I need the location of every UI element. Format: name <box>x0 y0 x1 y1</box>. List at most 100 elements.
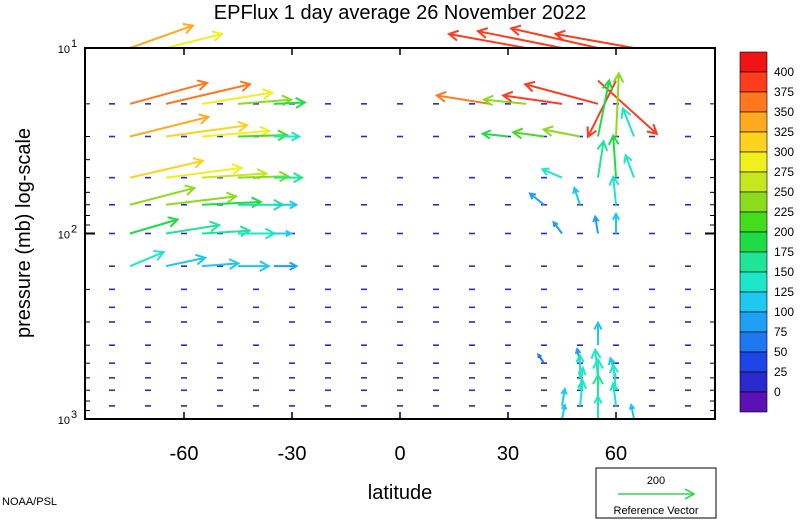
flux-vector <box>165 253 208 268</box>
colorbar-swatch <box>739 331 768 353</box>
flux-vector <box>238 260 271 272</box>
flux-vector <box>165 80 253 105</box>
flux-vector <box>501 90 563 105</box>
flux-vector <box>593 320 603 346</box>
flux-vector <box>434 91 491 105</box>
flux-vector <box>540 167 563 179</box>
reference-box-frame <box>595 467 717 519</box>
flux-vector <box>560 387 568 407</box>
reference-vector-arrow <box>618 488 696 500</box>
flux-vector <box>201 225 252 238</box>
colorbar-swatch <box>739 351 768 373</box>
flux-vector <box>523 80 599 105</box>
flux-vector <box>238 227 277 240</box>
flux-vector <box>575 353 585 378</box>
flux-vector <box>273 97 307 109</box>
flux-vector <box>129 184 197 206</box>
flux-vector <box>576 378 588 407</box>
reference-vector-box: 200 Reference Vector <box>595 467 717 519</box>
chart-title: EPFlux 1 day average 26 November 2022 <box>214 2 586 24</box>
credit-label: NOAA/PSL <box>2 496 57 508</box>
colorbar-swatch <box>739 271 768 293</box>
flux-vector <box>129 113 211 138</box>
colorbar-swatch <box>739 211 768 233</box>
y-tick-exponent: 1 <box>71 38 77 50</box>
colorbar-swatch <box>739 191 768 213</box>
flux-vector <box>165 163 244 179</box>
flux-vector <box>129 79 210 105</box>
colorbar-label: 125 <box>774 285 794 299</box>
flux-vector <box>607 133 620 178</box>
colorbar-label: 75 <box>774 325 788 339</box>
flux-vector <box>475 27 563 49</box>
flux-vector <box>165 120 250 138</box>
x-tick-label: 30 <box>497 443 519 465</box>
flux-vector <box>608 174 620 205</box>
colorbar-swatch <box>739 131 768 153</box>
y-axis-label: pressure (mb) log-scale <box>13 128 35 338</box>
x-tick-label: 0 <box>394 443 405 465</box>
colorbar-swatch <box>739 391 768 413</box>
flux-vector <box>274 172 305 184</box>
flux-vector <box>628 402 636 420</box>
flux-vector <box>509 24 599 49</box>
colorbar-swatch <box>739 291 768 313</box>
reference-value: 200 <box>647 475 665 487</box>
colorbar-label: 50 <box>774 345 788 359</box>
flux-vector <box>611 211 621 234</box>
colorbar-label: 100 <box>774 305 794 319</box>
colorbar-label: 300 <box>774 145 794 159</box>
colorbar-label: 325 <box>774 125 794 139</box>
flux-vector <box>560 402 568 420</box>
y-tick-label: 10 <box>58 230 70 242</box>
colorbar-label: 250 <box>774 185 794 199</box>
y-tick-exponent: 3 <box>71 409 77 421</box>
flux-vector <box>620 106 635 137</box>
colorbar-swatch <box>739 111 768 133</box>
flux-vector <box>528 192 545 206</box>
flux-vector <box>129 216 180 235</box>
x-tick-label: -60 <box>170 443 199 465</box>
colorbar-swatch <box>739 231 768 253</box>
colorbar-swatch <box>739 371 768 393</box>
flux-vector <box>596 139 609 178</box>
flux-vector <box>577 365 587 391</box>
flux-vector <box>553 29 635 49</box>
flux-vector <box>274 229 293 238</box>
colorbar-label: 175 <box>774 245 794 259</box>
flux-vector <box>274 200 299 210</box>
flux-vector <box>597 78 614 137</box>
colorbar-label: 150 <box>774 265 794 279</box>
flux-vector <box>237 170 291 183</box>
reference-label: Reference Vector <box>614 505 699 517</box>
axis-ticks <box>85 47 715 420</box>
flux-vector <box>541 125 581 138</box>
flux-vector <box>201 258 241 270</box>
flux-vector <box>481 94 527 107</box>
colorbar-swatch <box>739 171 768 193</box>
x-tick-labels: -60 -30 0 30 60 <box>170 443 628 465</box>
colorbar-label: 400 <box>774 65 794 79</box>
colorbar-label: 0 <box>774 385 781 399</box>
flux-vector <box>201 88 275 105</box>
colorbar-swatch <box>739 151 768 173</box>
colorbar-swatch <box>739 251 768 273</box>
flux-vector <box>165 191 239 206</box>
flux-vector <box>593 394 603 419</box>
y-tick-label: 10 <box>58 44 70 56</box>
flux-vector <box>129 22 195 49</box>
colorbar-label: 350 <box>774 105 794 119</box>
flux-vector <box>274 131 302 142</box>
flux-vector <box>129 157 205 179</box>
x-tick-label: 60 <box>605 443 627 465</box>
flux-vector <box>623 153 635 179</box>
colorbar-label: 200 <box>774 225 794 239</box>
y-tick-exponent: 2 <box>71 224 77 236</box>
x-axis-label: latitude <box>368 482 433 504</box>
flux-vector <box>511 127 545 140</box>
colorbar: 0 25 50 75 100 125 150 175 200 225 250 275 300 325 350… <box>739 51 794 413</box>
colorbar-swatch <box>739 91 768 113</box>
colorbar-swatch <box>739 71 768 93</box>
